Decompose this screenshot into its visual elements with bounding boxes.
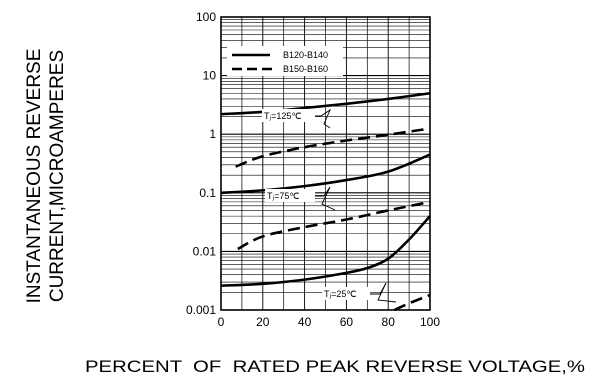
series-line-1 <box>220 91 431 116</box>
y-tick-label: 10 <box>203 69 217 83</box>
annotation-leader-25 <box>370 282 397 303</box>
x-axis-label: PERCENT OF RATED PEAK REVERSE VOLTAGE,% <box>85 357 585 376</box>
y-tick-label: 0.01 <box>193 244 217 258</box>
annotations: Tⱼ=125℃ Tⱼ=75℃ Tⱼ=25℃ <box>262 108 397 303</box>
x-tick-label: 20 <box>256 315 270 329</box>
annotation-leader-125 <box>315 108 332 129</box>
series-line-2 <box>235 127 431 168</box>
legend-label-1: B120-B140 <box>283 50 328 60</box>
annotation-box-75 <box>265 189 315 202</box>
y-tick-label: 0.1 <box>199 186 216 200</box>
y-axis-label-line-1: INSTANTANEOUS REVERSE <box>24 49 45 304</box>
x-tick-label: 0 <box>218 315 225 329</box>
series-line-6 <box>393 293 431 312</box>
tick-labels: 0 20 40 60 80 100 0.001 0.01 0.1 1 10 100 <box>186 10 440 329</box>
annotation-leader-75 <box>315 186 336 211</box>
series-line-4 <box>237 200 431 251</box>
legend-box <box>227 46 343 76</box>
x-tick-label: 60 <box>340 315 354 329</box>
annotation-75c: Tⱼ=75℃ <box>267 191 299 201</box>
annotation-125c: Tⱼ=125℃ <box>264 111 301 121</box>
series-line-3 <box>220 153 431 195</box>
series-line-5 <box>220 215 431 287</box>
plot-frame <box>220 16 431 311</box>
series-group <box>220 91 431 312</box>
y-tick-label: 0.001 <box>186 303 216 317</box>
x-tick-label: 80 <box>382 315 396 329</box>
annotation-box-125 <box>262 109 315 122</box>
x-tick-label: 40 <box>298 315 312 329</box>
x-tick-label: 100 <box>420 315 440 329</box>
annotation-box-25 <box>322 287 370 300</box>
annotation-25c: Tⱼ=25℃ <box>324 289 356 299</box>
y-axis-label-line-2: CURRENT,MICROAMPERES <box>47 50 68 302</box>
legend: B120-B140 B150-B160 <box>227 46 343 76</box>
y-tick-label: 100 <box>196 10 216 24</box>
y-tick-label: 1 <box>209 127 216 141</box>
legend-label-2: B150-B160 <box>283 64 328 74</box>
